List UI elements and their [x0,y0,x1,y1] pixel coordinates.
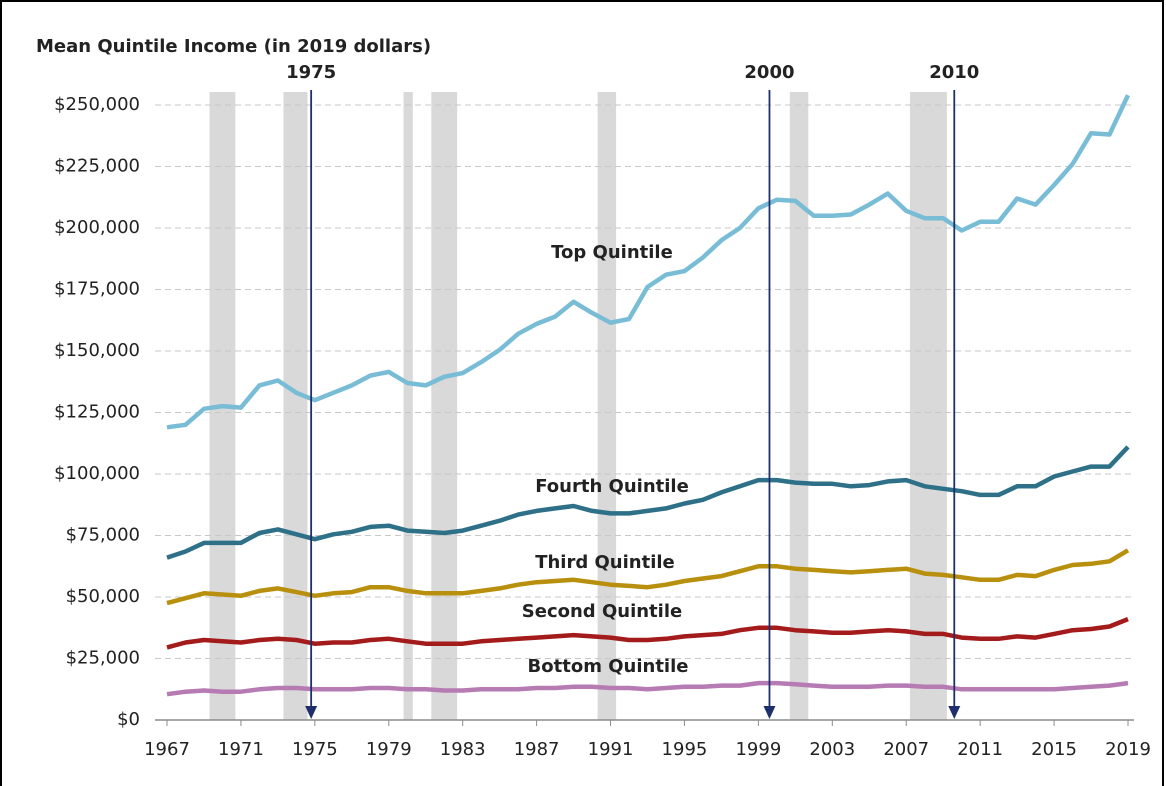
recession-band [597,92,617,720]
recession-band [909,92,947,720]
y-tick-label: $100,000 [54,463,140,484]
annotation-label: 2010 [929,62,979,83]
series-line [166,94,1131,430]
y-tick-label: $50,000 [66,586,140,607]
y-tick-label: $175,000 [54,279,140,300]
recession-band [283,92,308,720]
chart-title: Mean Quintile Income (in 2019 dollars) [36,36,431,57]
y-tick-label: $250,000 [54,94,140,115]
x-tick-label: 1971 [218,739,264,760]
series-label: Bottom Quintile [528,656,689,677]
y-tick-label: $25,000 [66,648,140,669]
y-tick-label: $125,000 [54,402,140,423]
x-tick-label: 1999 [735,739,781,760]
x-tick-label: 1995 [662,739,708,760]
x-tick-label: 2003 [809,739,855,760]
arrow-head [948,706,961,719]
series-label: Top Quintile [551,242,673,263]
y-tick-label: $0 [117,709,140,730]
annotation-label: 2000 [744,62,794,83]
arrow-head [763,706,776,719]
x-tick-label: 1991 [588,739,634,760]
x-tick-label: 1967 [144,739,190,760]
x-tick-label: 2019 [1105,739,1151,760]
series-line [166,445,1130,560]
series-line [166,617,1129,650]
series-label: Second Quintile [522,601,682,622]
series-line [166,680,1129,697]
y-tick-label: $200,000 [54,217,140,238]
series-label: Third Quintile [535,552,675,573]
x-tick-label: 1983 [440,739,486,760]
x-tick-label: 2007 [883,739,929,760]
recession-band [431,92,458,720]
annotation-label: 1975 [286,62,336,83]
x-tick-label: 1979 [366,739,412,760]
arrow-head [305,706,318,719]
series-label: Fourth Quintile [535,476,689,497]
x-tick-label: 2011 [957,739,1003,760]
x-tick-label: 2015 [1031,739,1077,760]
x-tick-label: 1975 [292,739,338,760]
recession-band [403,92,413,720]
y-tick-label: $225,000 [54,156,140,177]
series-line [166,548,1130,606]
recession-band [789,92,809,720]
x-tick-label: 1987 [514,739,560,760]
y-tick-label: $150,000 [54,340,140,361]
y-tick-label: $75,000 [66,525,140,546]
